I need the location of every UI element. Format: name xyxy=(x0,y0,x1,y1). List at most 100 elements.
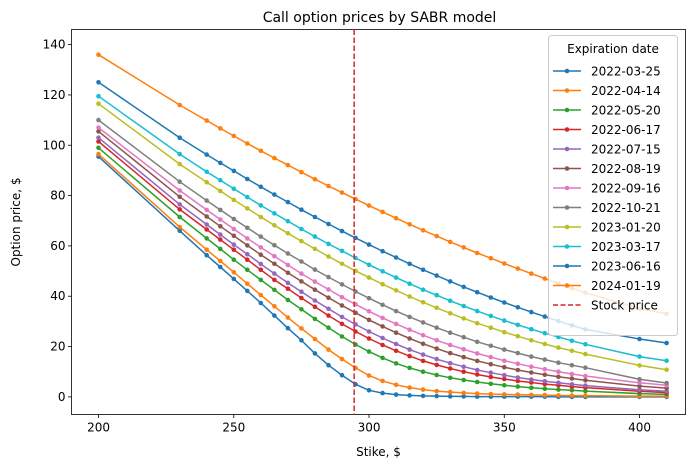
data-point xyxy=(326,241,331,247)
legend-label: 2022-05-20 xyxy=(591,104,661,118)
data-point xyxy=(312,234,318,239)
data-point xyxy=(366,336,372,341)
data-point xyxy=(299,169,304,175)
data-point xyxy=(529,326,534,332)
data-point xyxy=(299,289,304,295)
data-point xyxy=(96,93,101,99)
data-point xyxy=(583,342,588,347)
data-point xyxy=(231,247,237,252)
data-point xyxy=(569,376,575,381)
data-point xyxy=(339,372,345,378)
data-point xyxy=(326,313,331,318)
data-point xyxy=(542,341,548,347)
data-point xyxy=(258,203,264,208)
data-point xyxy=(218,224,223,229)
data-point xyxy=(366,295,372,301)
data-point xyxy=(420,228,426,233)
series-2022-03-25 xyxy=(96,154,669,400)
data-point xyxy=(474,320,480,326)
data-point xyxy=(218,188,223,194)
data-point xyxy=(312,304,318,310)
data-point xyxy=(569,382,575,387)
data-point xyxy=(258,277,264,283)
data-point xyxy=(177,224,182,230)
data-point xyxy=(407,336,412,341)
data-point xyxy=(380,302,385,308)
data-point xyxy=(177,151,182,157)
data-point xyxy=(339,294,345,300)
y-tick-label: 140 xyxy=(43,38,66,52)
data-point xyxy=(245,288,250,294)
x-tick-label: 250 xyxy=(222,421,245,435)
data-point xyxy=(502,383,507,388)
legend-entry: 2023-01-20 xyxy=(553,221,661,235)
data-point xyxy=(515,367,521,373)
data-point xyxy=(204,236,209,241)
data-point xyxy=(204,227,209,232)
data-point xyxy=(96,80,101,85)
data-point xyxy=(542,386,548,392)
data-point xyxy=(272,271,277,276)
data-point xyxy=(488,255,494,261)
legend-entry: 2022-05-20 xyxy=(553,104,661,118)
data-point xyxy=(488,343,494,349)
data-point xyxy=(366,275,372,280)
data-point xyxy=(380,335,385,341)
data-point xyxy=(407,353,412,359)
data-point xyxy=(637,336,642,342)
data-point xyxy=(515,361,521,367)
data-point xyxy=(96,151,101,157)
data-point xyxy=(326,362,331,368)
series-2022-07-15 xyxy=(96,135,669,394)
x-tick-label: 350 xyxy=(493,421,516,435)
data-point xyxy=(177,161,182,167)
data-point xyxy=(502,261,507,266)
data-point xyxy=(299,207,304,212)
legend-marker xyxy=(564,68,570,74)
data-point xyxy=(312,351,318,356)
legend-entry: Stock price xyxy=(553,299,658,313)
data-point xyxy=(366,317,372,323)
y-tick-label: 120 xyxy=(43,88,66,102)
data-point xyxy=(488,374,494,380)
data-point xyxy=(380,281,385,287)
legend-label: 2022-08-19 xyxy=(591,162,661,176)
data-point xyxy=(339,248,345,254)
data-point xyxy=(515,375,521,380)
data-point xyxy=(502,372,507,378)
data-point xyxy=(366,203,372,208)
data-point xyxy=(285,199,291,205)
data-point xyxy=(366,262,372,268)
data-point xyxy=(474,367,480,373)
data-point xyxy=(664,389,669,394)
data-point xyxy=(474,379,480,385)
data-point xyxy=(177,179,182,184)
data-point xyxy=(258,267,264,273)
data-point xyxy=(245,194,250,200)
data-point xyxy=(218,232,223,237)
data-point xyxy=(583,365,588,371)
legend: Expiration date 2022-03-25 2022-04-14 2022… xyxy=(548,35,678,336)
data-point xyxy=(96,135,101,140)
data-point xyxy=(664,367,669,373)
data-point xyxy=(434,393,440,399)
x-tick-label: 400 xyxy=(628,421,651,435)
data-point xyxy=(258,245,264,250)
data-point xyxy=(326,287,331,292)
data-point xyxy=(245,206,250,211)
data-point xyxy=(393,215,399,221)
data-point xyxy=(326,183,331,189)
data-point xyxy=(380,315,385,321)
data-point xyxy=(231,276,237,282)
data-point xyxy=(447,279,453,284)
data-point xyxy=(542,392,548,398)
data-point xyxy=(96,129,101,134)
data-point xyxy=(461,394,467,399)
legend-marker xyxy=(564,107,570,113)
data-point xyxy=(366,242,372,247)
data-point xyxy=(420,332,426,338)
data-point xyxy=(258,292,264,298)
data-point xyxy=(96,52,101,57)
data-point xyxy=(474,358,480,364)
legend-marker xyxy=(564,263,570,269)
